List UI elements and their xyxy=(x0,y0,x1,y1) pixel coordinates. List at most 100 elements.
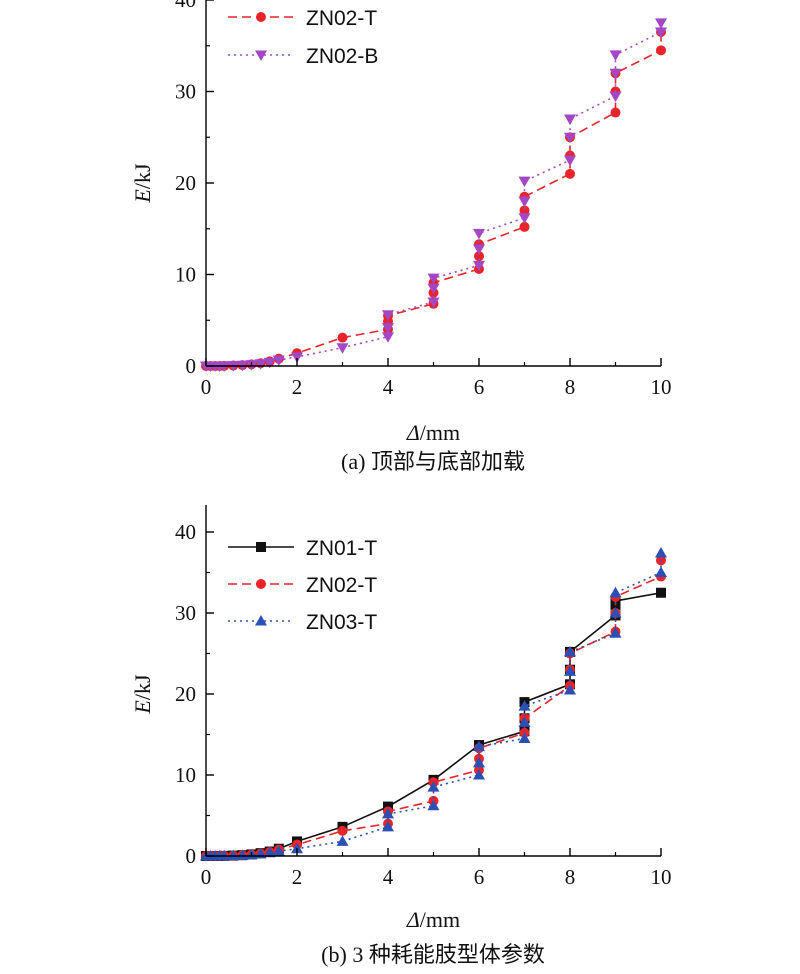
series-line xyxy=(206,32,662,367)
data-point xyxy=(336,835,349,846)
y-tick-label: 40 xyxy=(175,520,196,544)
legend-marker xyxy=(256,579,266,589)
data-point xyxy=(655,27,667,39)
plot-lines-and-markers xyxy=(200,18,667,372)
data-point xyxy=(427,273,440,285)
axes: 0 2 4 6 8 10 0 10 20 30 40 xyxy=(175,505,672,889)
legend-marker xyxy=(255,50,267,61)
y-tick-label: 20 xyxy=(175,682,196,706)
data-point xyxy=(519,205,530,216)
series-line xyxy=(206,560,662,857)
data-point xyxy=(655,547,667,558)
x-tick-label: 2 xyxy=(292,375,303,399)
data-point xyxy=(609,50,622,61)
y-tick-label: 30 xyxy=(175,80,196,104)
data-point xyxy=(337,825,348,836)
data-point xyxy=(427,781,440,792)
data-point xyxy=(518,176,531,188)
legend: ZN02-T ZN02-B xyxy=(228,7,378,68)
data-point xyxy=(291,842,303,854)
legend-marker xyxy=(256,542,266,552)
series-ZN02-T xyxy=(201,27,666,371)
data-point xyxy=(254,359,267,370)
data-point xyxy=(474,251,484,262)
series-ZN02-B xyxy=(200,18,667,372)
data-point xyxy=(263,846,276,858)
data-point xyxy=(610,107,621,118)
series-line xyxy=(206,592,662,857)
legend-label: ZN02-T xyxy=(306,574,377,597)
data-point xyxy=(564,645,576,657)
legend-label: ZN03-T xyxy=(306,611,377,634)
data-point xyxy=(236,849,249,860)
data-point xyxy=(473,740,485,752)
y-tick-label: 40 xyxy=(175,0,196,12)
data-point xyxy=(518,213,531,224)
x-tick-label: 8 xyxy=(565,865,576,889)
data-point xyxy=(609,627,622,638)
data-point xyxy=(609,586,622,598)
data-point xyxy=(272,845,285,856)
x-tick-label: 4 xyxy=(383,865,394,889)
x-tick-label: 2 xyxy=(292,865,303,889)
data-point xyxy=(473,769,485,780)
data-point xyxy=(565,168,575,179)
data-point xyxy=(427,283,440,295)
data-point xyxy=(263,357,276,369)
data-point xyxy=(655,18,667,29)
x-tick-label: 4 xyxy=(383,375,394,399)
data-point xyxy=(473,228,485,240)
data-point xyxy=(473,244,485,255)
legend-item-ZN01-T: ZN01-T xyxy=(228,537,377,560)
x-axis-variable: Δ xyxy=(406,420,420,445)
legend-label: ZN01-T xyxy=(306,537,377,560)
data-point xyxy=(519,221,530,232)
x-axis-variable: Δ xyxy=(406,907,420,932)
data-point xyxy=(609,607,622,618)
data-point xyxy=(564,132,576,144)
data-point xyxy=(609,68,622,80)
y-axis-unit: /kJ xyxy=(130,674,155,700)
y-tick-label: 0 xyxy=(186,844,197,868)
legend: ZN01-T ZN02-T ZN03-T xyxy=(228,537,377,634)
x-tick-label: 6 xyxy=(474,865,485,889)
data-point xyxy=(656,45,666,56)
data-point xyxy=(518,196,531,208)
legend-marker xyxy=(256,12,266,22)
data-point xyxy=(564,683,576,695)
x-axis-label: Δ/mm xyxy=(406,420,460,445)
legend-label: ZN02-T xyxy=(306,7,377,30)
x-axis-label: Δ/mm xyxy=(406,907,460,932)
data-point xyxy=(336,343,349,354)
data-point xyxy=(382,807,394,819)
data-point xyxy=(427,297,440,308)
x-tick-label: 0 xyxy=(201,375,212,399)
caption-b: (b) 3 种耗能肢型体参数 xyxy=(321,942,545,967)
data-point xyxy=(518,716,531,727)
x-tick-label: 6 xyxy=(474,375,485,399)
legend-marker xyxy=(255,615,267,626)
series-line xyxy=(206,553,662,857)
data-point xyxy=(218,849,231,861)
data-point xyxy=(382,820,394,832)
panel-b: 0 2 4 6 8 10 0 10 20 30 40 ZN01-T ZN02-T ZN03-T Δ/mm… xyxy=(130,505,672,967)
data-point xyxy=(427,799,440,811)
y-tick-label: 20 xyxy=(175,171,196,195)
data-point xyxy=(337,332,348,343)
legend-item-ZN02-T: ZN02-T xyxy=(228,7,377,30)
y-axis-label: E/kJ xyxy=(130,163,155,204)
data-point xyxy=(564,665,576,676)
caption-a: (a) 顶部与底部加载 xyxy=(341,449,525,474)
legend-item-ZN02-T: ZN02-T xyxy=(228,574,377,597)
legend-item-ZN03-T: ZN03-T xyxy=(228,611,377,634)
data-point xyxy=(656,587,666,598)
y-axis-variable: E xyxy=(130,189,155,204)
axes: 0 2 4 6 8 10 0 10 20 30 40 xyxy=(175,0,672,399)
x-tick-label: 8 xyxy=(565,375,576,399)
y-axis-variable: E xyxy=(130,700,155,715)
data-point xyxy=(382,310,394,321)
data-point xyxy=(291,352,303,363)
y-tick-label: 0 xyxy=(186,354,197,378)
